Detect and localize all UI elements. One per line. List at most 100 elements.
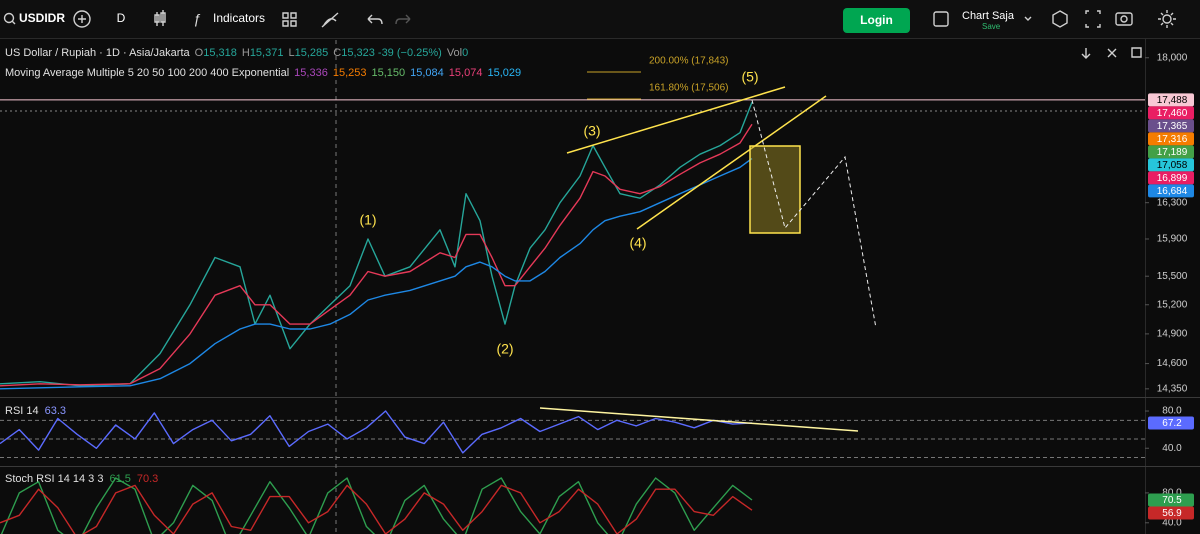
ma-value: 15,336 [294,67,328,79]
price-badge-label: 67.2 [1162,418,1182,429]
login-label: Login [860,13,893,27]
screenshot-button[interactable] [1115,12,1133,26]
ma-value: 15,029 [487,67,521,79]
y-tick-label: 80.0 [1162,488,1182,499]
wave-label: (1) [359,212,376,228]
ohlc-value: 0 [462,47,468,59]
fx-icon: ƒ [193,11,201,27]
ma-value: 15,253 [333,67,367,79]
trend-line [566,86,786,154]
annotations: 200.00% (17,843) 161.80% (17,506) (1) (2… [359,47,1142,432]
price-badge [1148,493,1194,507]
y-tick-label: 16,300 [1157,197,1188,208]
price-badge [1148,158,1194,172]
search-icon[interactable] [3,12,15,24]
series-line [0,484,753,534]
price-badge [1148,506,1194,520]
wave-label: (2) [496,341,513,357]
price-badge-label: 56.9 [1162,508,1182,519]
wave-label: (4) [629,235,646,251]
price-badge [1148,106,1194,120]
symbol[interactable]: USDIDR [19,11,65,25]
price-badge [1148,416,1194,430]
ohlc-value: 15,323 -39 (−0.25%) [341,47,442,59]
price-badge [1148,184,1194,198]
login-button[interactable] [843,8,910,33]
ma-value: 15,074 [449,67,483,79]
ohlc-value: 15,318 [203,47,237,59]
y-tick-label: 14,900 [1157,329,1188,340]
y-tick-label: 18,000 [1157,52,1188,63]
ohlc-value: 15,285 [295,47,329,59]
price-badge-label: 16,684 [1157,186,1188,197]
price-badge-label: 17,189 [1157,147,1188,158]
price-badge-label: 17,488 [1157,95,1188,106]
layout-menu[interactable] [1024,16,1032,21]
rsi-trend-line [539,407,859,432]
y-tick-label: 40.0 [1162,443,1182,454]
toolbar: USDIDR D ƒ Indicators Login Chart Saja S… [0,0,1200,39]
settings-button[interactable] [1052,10,1068,28]
ohlc-value: 15,371 [250,47,284,59]
indicators-button[interactable]: Indicators [213,11,265,25]
y-tick-label: 14,600 [1157,358,1188,369]
y-tick-label: 14,350 [1157,383,1188,394]
screenshot-icon [1120,15,1128,23]
save-label[interactable]: Save [982,22,1001,31]
toolbar-bg [0,0,1200,38]
theme-icon [1158,10,1176,28]
y-tick-label: 80.0 [1162,406,1182,417]
y-tick-label: 15,500 [1157,271,1188,282]
wave-label: (3) [583,123,600,139]
price-badge [1148,93,1194,107]
wave-label: (5) [741,69,758,85]
drawing-button[interactable] [321,12,339,28]
projection [751,99,877,329]
ohlc-key: C [333,47,341,59]
compare-button[interactable] [73,10,91,28]
price-badge-label: 17,058 [1157,160,1188,171]
scroll-button[interactable] [1081,48,1091,59]
close-button[interactable] [1107,48,1117,58]
layout-button[interactable] [282,12,297,27]
price-badge [1148,132,1194,146]
legend-value: 61.5 [109,473,130,485]
price-badge [1148,119,1194,133]
fib-label: 161.80% (17,506) [649,83,729,94]
undo-button[interactable] [367,14,383,25]
legend-title: Stoch RSI 14 14 3 3 [5,473,103,485]
legend: US Dollar / Rupiah · 1D · Asia/Jakarta O1… [5,47,468,59]
ma-legend: Moving Average Multiple 5 20 50 100 200 … [5,67,521,79]
legend-title: US Dollar / Rupiah · 1D · Asia/Jakarta [5,47,191,59]
trend-line [636,95,827,230]
y-tick-label: 15,900 [1157,234,1188,245]
compare-icon [78,15,86,23]
price-badge-label: 17,316 [1157,134,1188,145]
series-line [0,477,753,534]
ohlc-key: Vol [447,47,462,59]
maximize-button[interactable] [1131,47,1142,58]
plot: US Dollar / Rupiah · 1D · Asia/Jakarta O1… [0,47,1194,534]
ma-value: 15,084 [410,67,444,79]
redo-button[interactable] [395,14,411,25]
legend: RSI 14 63.3 [5,405,66,417]
layout-name[interactable]: Chart Saja [962,10,1015,22]
legend: Stoch RSI 14 14 3 3 61.5 70.3 [5,473,158,485]
ma-value: 15,150 [371,67,405,79]
y-tick-label: 40.0 [1162,517,1182,528]
ohlc-key: L [288,47,294,59]
fib-label: 200.00% (17,843) [649,56,729,67]
series-line [0,123,753,387]
interval[interactable]: D [117,11,126,25]
ohlc-key: H [242,47,250,59]
chart-type-button[interactable] [154,10,166,26]
theme-button[interactable] [1162,14,1172,24]
legend-value: 63.3 [45,405,66,417]
fullscreen-button[interactable] [1085,10,1101,28]
series-line [0,410,753,454]
price-badge-label: 17,365 [1157,121,1188,132]
price-badge-label: 70.5 [1162,495,1182,506]
search-icon [11,20,16,25]
